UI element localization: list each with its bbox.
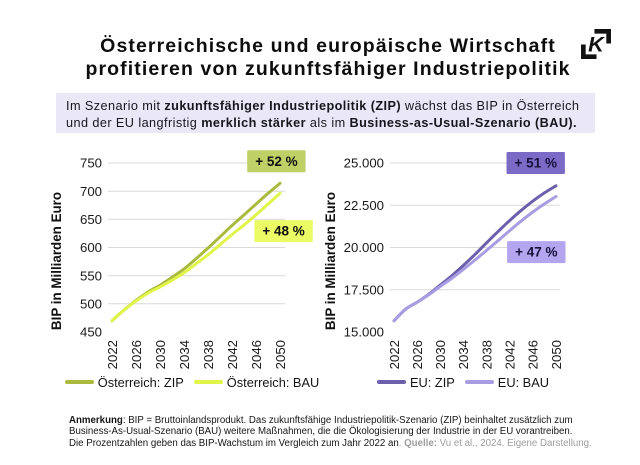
x-tick-label: 2046	[526, 340, 541, 369]
page-title-line2: profitieren von zukunftsfähiger Industri…	[85, 58, 571, 80]
footnote: Anmerkung: BIP = Bruttoinlandsprodukt. D…	[69, 415, 629, 449]
chart-eu: 15.000 17.500 20.000 22.500 25.000 BIP in Mil…	[320, 145, 620, 373]
legend-swatch	[464, 380, 494, 384]
y-tick-label: 20.000	[344, 240, 384, 255]
intro-line1: Im Szenario mit zukunftsfähiger Industri…	[66, 99, 580, 113]
annotation: + 51 %	[506, 152, 565, 174]
annotation: + 47 %	[507, 241, 566, 264]
y-tick-label: 15.000	[344, 325, 384, 340]
legend-austria: Österreich: ZIP Österreich: BAU	[49, 373, 335, 391]
x-tick-label: 2050	[273, 340, 288, 369]
annotation-label: + 47 %	[515, 245, 557, 260]
chart-austria: 450 500 550 600 650 700 750 BIP in Milliarden E…	[38, 145, 338, 373]
annotation-label: + 48 %	[262, 224, 304, 239]
y-tick-label: 650	[80, 212, 102, 227]
annotation-label: + 51 %	[515, 156, 557, 171]
y-tick-label: 750	[80, 156, 102, 171]
legend-eu: EU: ZIP EU: BAU	[320, 373, 606, 391]
annotation-box	[507, 241, 566, 264]
intro-banner: Im Szenario mit zukunftsfähiger Industri…	[56, 93, 595, 133]
kontext-logo-icon: K	[581, 29, 611, 59]
legend-item: EU: BAU	[464, 374, 549, 390]
x-tick-label: 2030	[433, 340, 448, 369]
logo-bracket-top-right-icon	[594, 29, 611, 44]
annotation-box	[254, 220, 313, 243]
annotation: + 52 %	[247, 150, 306, 173]
legend-swatch	[193, 380, 223, 384]
footnote-line3: Die Prozentzahlen geben das BIP-Wachstum…	[69, 437, 592, 449]
legend-item: Österreich: ZIP	[64, 374, 184, 390]
intro-line2: und der EU langfristig merklich stärker …	[66, 116, 577, 131]
y-tick-label: 17.500	[344, 282, 384, 297]
chart-svg-1: 15.000 17.500 20.000 22.500 25.000 BIP in Mil…	[323, 152, 566, 369]
x-tick-label: 2034	[456, 340, 471, 369]
x-tick-label: 2042	[503, 340, 518, 369]
series-line--sterreich-bau	[110, 191, 282, 323]
y-tick-label: 600	[80, 240, 102, 255]
y-tick-label: 500	[80, 296, 102, 311]
x-tick-label: 2046	[249, 340, 264, 369]
x-tick-label: 2030	[153, 340, 168, 369]
legend-label: Österreich: ZIP	[97, 374, 184, 390]
y-tick-label: 22.500	[344, 198, 384, 213]
annotation-box	[506, 152, 565, 174]
annotation: + 48 %	[254, 220, 313, 243]
logo-bracket-bottom-left-icon	[581, 44, 597, 59]
footnote-line2: Business-As-Usual-Szenario (BAU) weitere…	[69, 426, 573, 438]
x-tick-label: 2026	[410, 340, 425, 369]
legend-swatch	[377, 380, 406, 384]
page-title: Österreichische und europäische Wirtscha…	[56, 35, 600, 81]
legend-label: EU: BAU	[497, 374, 549, 390]
y-axis-label: BIP in Milliarden Euro	[323, 192, 338, 330]
y-tick-label: 25.000	[344, 156, 384, 171]
legend-item: EU: ZIP	[377, 375, 455, 390]
x-tick-label: 2038	[201, 340, 216, 369]
x-tick-label: 2050	[549, 340, 564, 369]
chart-svg-0: 450 500 550 600 650 700 750 BIP in Milliarden E…	[49, 150, 313, 369]
x-tick-label: 2022	[105, 340, 120, 369]
y-tick-label: 550	[80, 268, 102, 283]
x-tick-label: 2042	[225, 340, 240, 369]
x-tick-label: 2022	[387, 340, 402, 369]
legend-label: Österreich: BAU	[226, 374, 320, 390]
series-line-eu-bau	[392, 194, 558, 323]
y-tick-label: 450	[80, 325, 102, 340]
footnote-line1: Anmerkung: BIP = Bruttoinlandsprodukt. D…	[69, 415, 573, 426]
annotation-label: + 52 %	[255, 154, 297, 169]
x-tick-label: 2026	[129, 340, 144, 369]
x-tick-label: 2038	[479, 340, 494, 369]
legend-swatch	[64, 380, 94, 384]
x-tick-label: 2034	[177, 340, 192, 369]
legend-label: EU: ZIP	[410, 374, 455, 390]
y-axis-label: BIP in Milliarden Euro	[49, 192, 64, 330]
annotation-box	[247, 150, 306, 173]
legend-item: Österreich: BAU	[193, 374, 320, 390]
logo-letter: K	[588, 32, 605, 57]
page-title-line1: Österreichische und europäische Wirtscha…	[100, 35, 556, 57]
y-tick-label: 700	[80, 184, 102, 199]
